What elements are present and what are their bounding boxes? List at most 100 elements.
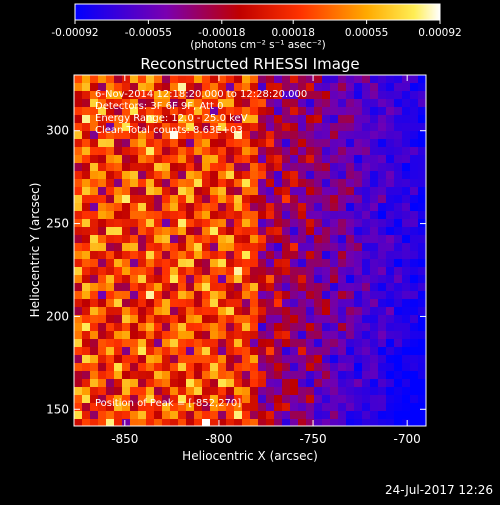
heatmap-cell <box>146 347 154 355</box>
heatmap-cell <box>402 403 410 411</box>
heatmap-cell <box>146 323 154 331</box>
heatmap-cell <box>258 339 266 347</box>
heatmap-cell <box>290 187 298 195</box>
heatmap-cell <box>114 275 122 283</box>
heatmap-cell <box>114 195 122 203</box>
heatmap-cell <box>370 203 378 211</box>
heatmap-cell <box>386 403 394 411</box>
heatmap-cell <box>194 355 202 363</box>
heatmap-cell <box>314 299 322 307</box>
heatmap-cell <box>162 347 170 355</box>
heatmap-cell <box>290 179 298 187</box>
heatmap-cell <box>114 147 122 155</box>
heatmap-cell <box>202 363 210 371</box>
heatmap-cell <box>122 179 130 187</box>
heatmap-cell <box>394 147 402 155</box>
heatmap-cell <box>370 219 378 227</box>
heatmap-cell <box>250 115 258 123</box>
heatmap-cell <box>274 107 282 115</box>
heatmap-cell <box>210 323 218 331</box>
heatmap-cell <box>170 371 178 379</box>
heatmap-cell <box>266 371 274 379</box>
heatmap-cell <box>402 395 410 403</box>
heatmap-cell <box>74 323 82 331</box>
heatmap-cell <box>170 299 178 307</box>
heatmap-cell <box>106 163 114 171</box>
heatmap-cell <box>154 187 162 195</box>
heatmap-cell <box>402 147 410 155</box>
heatmap-cell <box>290 315 298 323</box>
heatmap-cell <box>274 147 282 155</box>
heatmap-cell <box>82 99 90 107</box>
heatmap-cell <box>154 331 162 339</box>
heatmap-cell <box>130 83 138 91</box>
heatmap-cell <box>162 107 170 115</box>
heatmap-cell <box>138 107 146 115</box>
heatmap-cell <box>306 355 314 363</box>
heatmap-cell <box>154 123 162 131</box>
heatmap-cell <box>386 147 394 155</box>
heatmap-cell <box>106 259 114 267</box>
heatmap-cell <box>170 259 178 267</box>
heatmap-cell <box>242 163 250 171</box>
heatmap-cell <box>314 259 322 267</box>
heatmap-cell <box>162 307 170 315</box>
heatmap-cell <box>90 371 98 379</box>
heatmap-cell <box>362 403 370 411</box>
heatmap-cell <box>362 163 370 171</box>
heatmap-cell <box>410 147 418 155</box>
heatmap-cell <box>282 403 290 411</box>
heatmap-cell <box>282 291 290 299</box>
heatmap-cell <box>130 171 138 179</box>
heatmap-cell <box>322 299 330 307</box>
heatmap-cell <box>322 291 330 299</box>
heatmap-cell <box>242 83 250 91</box>
heatmap-cell <box>130 203 138 211</box>
heatmap-cell <box>298 91 306 99</box>
heatmap-cell <box>290 355 298 363</box>
heatmap-cell <box>290 227 298 235</box>
heatmap-cell <box>122 147 130 155</box>
heatmap-cell <box>82 299 90 307</box>
heatmap-cell <box>74 307 82 315</box>
heatmap-cell <box>266 179 274 187</box>
heatmap-cell <box>290 283 298 291</box>
heatmap-cell <box>106 307 114 315</box>
heatmap-cell <box>186 363 194 371</box>
annotation-detectors: Detectors: 3F 6F 9F, Att 0 <box>95 101 223 112</box>
heatmap-cell <box>418 419 426 426</box>
heatmap-cell <box>210 243 218 251</box>
heatmap-cell <box>202 339 210 347</box>
heatmap-cell <box>154 107 162 115</box>
heatmap-cell <box>250 331 258 339</box>
heatmap-cell <box>210 339 218 347</box>
heatmap-cell <box>146 267 154 275</box>
heatmap-cell <box>282 331 290 339</box>
heatmap-cell <box>274 187 282 195</box>
heatmap-cell <box>202 395 210 403</box>
heatmap-cell <box>194 387 202 395</box>
heatmap-cell <box>250 371 258 379</box>
heatmap-cell <box>234 347 242 355</box>
heatmap-cell <box>98 411 106 419</box>
heatmap-cell <box>370 115 378 123</box>
heatmap-cell <box>410 203 418 211</box>
heatmap-cell <box>354 139 362 147</box>
heatmap-cell <box>210 219 218 227</box>
heatmap-cell <box>298 211 306 219</box>
heatmap-cell <box>90 99 98 107</box>
heatmap-cell <box>330 219 338 227</box>
heatmap-cell <box>122 379 130 387</box>
heatmap-cell <box>194 267 202 275</box>
heatmap-cell <box>90 171 98 179</box>
heatmap-cell <box>162 259 170 267</box>
chart-title: Reconstructed RHESSI Image <box>140 55 359 73</box>
heatmap-cell <box>218 315 226 323</box>
heatmap-cell <box>194 299 202 307</box>
heatmap-cell <box>154 171 162 179</box>
heatmap-cell <box>202 299 210 307</box>
heatmap-cell <box>378 291 386 299</box>
heatmap-cell <box>226 267 234 275</box>
heatmap-cell <box>178 331 186 339</box>
heatmap-cell <box>266 99 274 107</box>
